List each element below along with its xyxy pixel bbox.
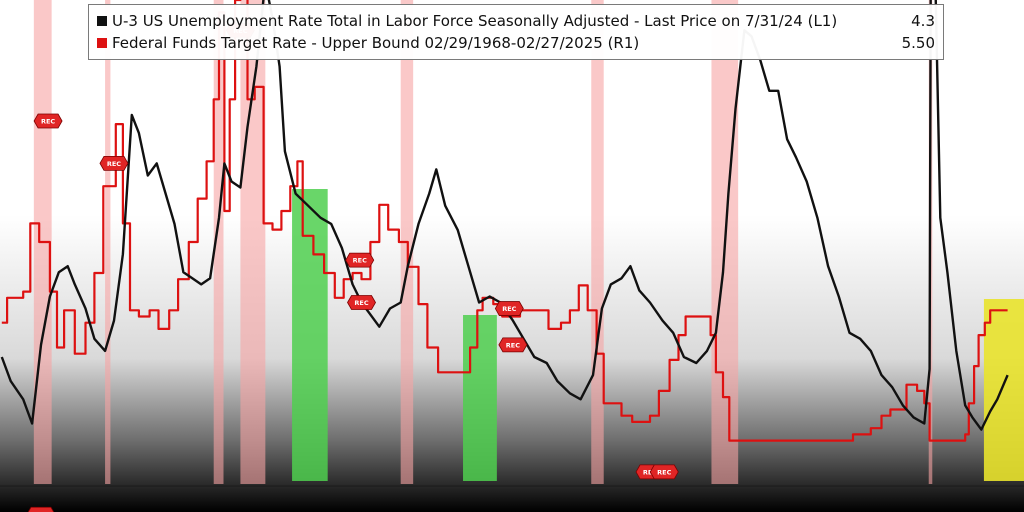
recession-band <box>105 0 111 484</box>
rec-marker: REC <box>498 337 528 353</box>
rec-marker-label: REC <box>41 118 55 126</box>
rec-marker-label: REC <box>502 305 516 313</box>
rec-marker: REC <box>345 252 375 268</box>
legend-swatch-unemployment <box>97 16 107 26</box>
rec-marker-shape <box>33 113 63 129</box>
legend-value-unemployment: 4.3 <box>911 12 935 30</box>
rec-marker-label: REC <box>354 299 368 307</box>
rec-marker: REC <box>27 506 55 512</box>
yellow-band <box>983 299 1024 481</box>
rec-marker: REC <box>99 155 129 171</box>
recession-band <box>240 0 266 484</box>
legend-entry-unemployment: U-3 US Unemployment Rate Total in Labor … <box>97 11 935 31</box>
rec-marker-shape <box>498 337 528 353</box>
green-band <box>292 189 328 481</box>
rec-marker-label: REC <box>107 160 121 168</box>
legend: U-3 US Unemployment Rate Total in Labor … <box>88 4 944 60</box>
series-line-fed-funds <box>1 0 1008 442</box>
legend-entry-fed-funds: Federal Funds Target Rate - Upper Bound … <box>97 33 935 53</box>
rec-marker-shape <box>347 295 376 310</box>
rec-marker-shape <box>494 301 524 316</box>
rec-marker-label: REC <box>657 468 671 476</box>
rec-marker: REC <box>347 295 376 310</box>
recession-band <box>591 0 604 484</box>
rec-marker: REC <box>494 301 524 316</box>
rec-marker-label: REC <box>506 341 520 349</box>
rec-marker-shape <box>27 506 55 512</box>
legend-label-fed-funds: Federal Funds Target Rate - Upper Bound … <box>112 34 640 52</box>
legend-swatch-fed-funds <box>97 38 107 48</box>
rec-marker-shape <box>345 252 375 268</box>
rec-marker-label: REC <box>353 257 367 265</box>
rec-marker-shape <box>649 464 679 480</box>
green-band <box>463 315 497 481</box>
rec-marker: REC <box>649 464 679 480</box>
rec-marker: REC <box>33 113 63 129</box>
rec-marker-label: REC <box>34 511 48 512</box>
recession-band <box>213 0 224 484</box>
legend-value-fed-funds: 5.50 <box>901 34 935 52</box>
rec-marker-shape <box>99 155 129 171</box>
markers-layer: RECRECRECRECRECRECRECRECRECREC <box>27 22 679 512</box>
legend-label-unemployment: U-3 US Unemployment Rate Total in Labor … <box>112 12 838 30</box>
